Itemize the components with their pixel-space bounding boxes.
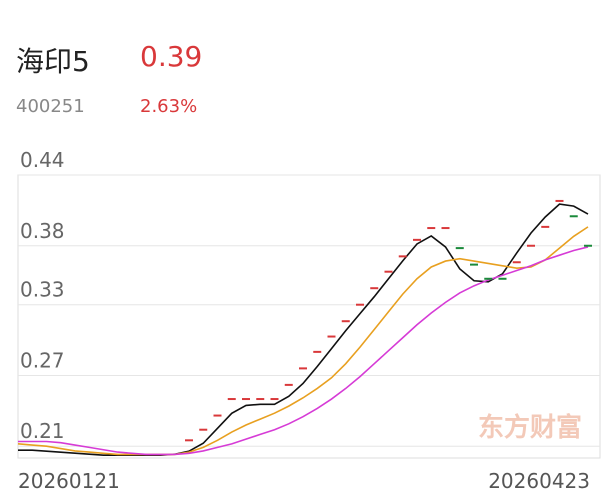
price-change: 2.63% bbox=[140, 96, 198, 117]
x-tick-label: 20260423 bbox=[488, 469, 590, 493]
series-line bbox=[17, 226, 589, 456]
series-line bbox=[18, 246, 589, 456]
watermark: 东方财富 bbox=[478, 412, 582, 443]
y-tick-label: 0.21 bbox=[20, 419, 65, 443]
x-tick-label: 20260121 bbox=[18, 469, 120, 493]
y-tick-label: 0.33 bbox=[20, 278, 65, 302]
y-tick-label: 0.38 bbox=[20, 219, 65, 243]
y-tick-label: 0.27 bbox=[20, 348, 65, 372]
stock-name: 海印5 bbox=[16, 45, 90, 78]
stock-price: 0.39 bbox=[140, 40, 203, 73]
y-tick-label: 0.44 bbox=[20, 148, 65, 172]
stock-code: 400251 bbox=[16, 96, 85, 117]
